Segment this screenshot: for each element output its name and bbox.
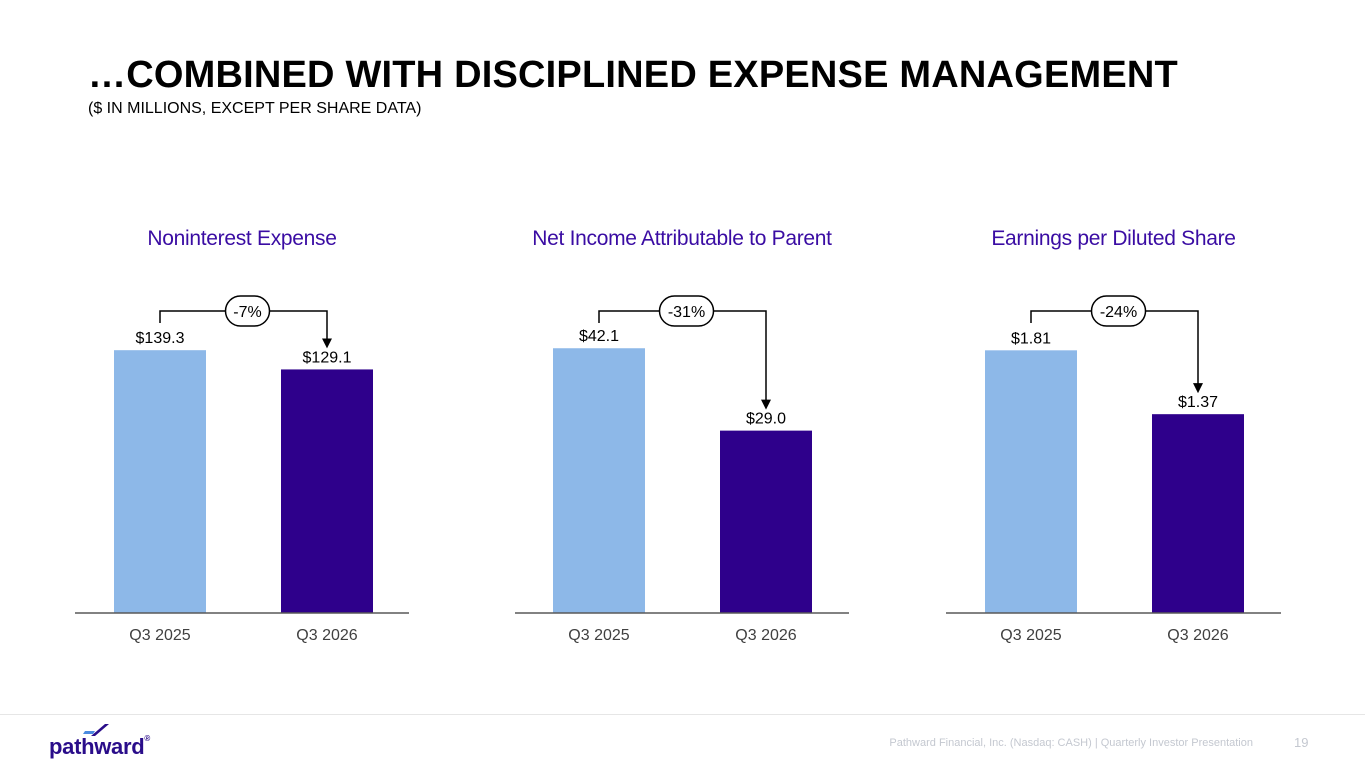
logo-mark-icon bbox=[83, 724, 109, 736]
change-label-1: -7% bbox=[233, 304, 261, 321]
footer-divider bbox=[0, 714, 1365, 715]
chart-title-3: Earnings per Diluted Share bbox=[991, 227, 1235, 250]
category-label-2-2: Q3 2026 bbox=[735, 627, 796, 644]
change-label-2: -31% bbox=[668, 304, 705, 321]
value-label-2-2: $29.0 bbox=[746, 411, 786, 428]
bar-3-1 bbox=[985, 350, 1077, 613]
pathward-logo: pathward® bbox=[49, 722, 159, 762]
change-bubble-2 bbox=[658, 295, 715, 327]
value-label-3-1: $1.81 bbox=[1011, 330, 1051, 347]
change-bubble-3 bbox=[1090, 295, 1147, 327]
value-label-1-2: $129.1 bbox=[303, 349, 352, 366]
chart-title-2: Net Income Attributable to Parent bbox=[532, 227, 832, 250]
category-label-2-1: Q3 2025 bbox=[568, 627, 629, 644]
page-subtitle: ($ IN MILLIONS, EXCEPT PER SHARE DATA) bbox=[88, 100, 422, 117]
footer-company-text: Pathward Financial, Inc. (Nasdaq: CASH) … bbox=[889, 737, 1253, 749]
bar-3-2 bbox=[1152, 414, 1244, 613]
value-label-3-2: $1.37 bbox=[1178, 394, 1218, 411]
category-label-1-1: Q3 2025 bbox=[129, 627, 190, 644]
bar-1-2 bbox=[281, 369, 373, 613]
change-bubble-1 bbox=[224, 295, 271, 327]
bar-2-1 bbox=[553, 348, 645, 613]
logo-registered-mark: ® bbox=[144, 734, 150, 743]
chart-title-1: Noninterest Expense bbox=[147, 227, 336, 250]
value-label-2-1: $42.1 bbox=[579, 328, 619, 345]
charts-area: Noninterest Expense $139.3 Q3 2025 $129.1 Q3… bbox=[75, 227, 1281, 644]
bar-2-2 bbox=[720, 430, 812, 613]
change-label-3: -24% bbox=[1100, 304, 1137, 321]
logo-wordmark: pathward bbox=[49, 734, 145, 759]
category-label-3-2: Q3 2026 bbox=[1167, 627, 1228, 644]
category-label-1-2: Q3 2026 bbox=[296, 627, 357, 644]
page-title: …COMBINED WITH DISCIPLINED EXPENSE MANAG… bbox=[88, 54, 1178, 96]
bar-1-1 bbox=[114, 350, 206, 613]
value-label-1-1: $139.3 bbox=[136, 330, 185, 347]
page-number: 19 bbox=[1294, 735, 1309, 750]
category-label-3-1: Q3 2025 bbox=[1000, 627, 1061, 644]
